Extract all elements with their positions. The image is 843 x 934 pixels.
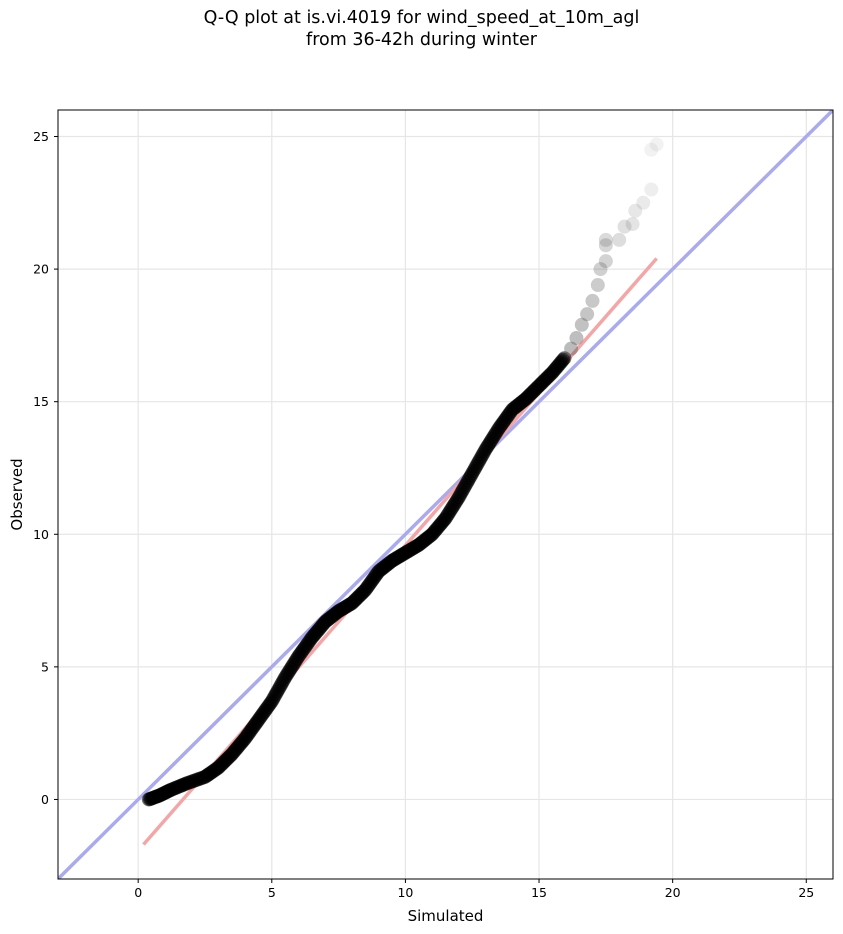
y-tick-label: 15 bbox=[33, 394, 49, 409]
y-tick-label: 0 bbox=[41, 792, 49, 807]
y-tick-label: 10 bbox=[33, 527, 49, 542]
chart-subtitle: from 36-42h during winter bbox=[306, 30, 537, 50]
qq-tail-point bbox=[628, 203, 643, 218]
grid-lines bbox=[58, 110, 833, 879]
qq-tail-point bbox=[598, 238, 613, 253]
chart-title: Q-Q plot at is.vi.4019 for wind_speed_at… bbox=[203, 8, 640, 28]
qq-tail-point bbox=[585, 293, 600, 308]
x-tick-label: 25 bbox=[798, 885, 814, 900]
qq-tail-point bbox=[569, 331, 584, 346]
x-axis-label: Simulated bbox=[408, 907, 484, 925]
qq-tail-point bbox=[644, 182, 659, 197]
identity-line bbox=[58, 110, 833, 879]
qq-tail-point bbox=[644, 142, 659, 157]
y-tick-label: 25 bbox=[33, 129, 49, 144]
qq-tail-point bbox=[625, 217, 640, 232]
x-tick-label: 5 bbox=[268, 885, 276, 900]
qq-tail-point bbox=[590, 278, 605, 293]
qq-tail-point bbox=[636, 195, 651, 210]
qq-tail-point bbox=[580, 307, 595, 322]
axis-ticks: 0 5 10 15 20 25 0 5 10 15 20 25 bbox=[33, 129, 814, 900]
plot-frame bbox=[57, 109, 834, 880]
qq-tail-point bbox=[649, 137, 664, 152]
y-tick-label: 20 bbox=[33, 262, 49, 277]
qq-tail-point bbox=[612, 232, 627, 247]
x-tick-label: 0 bbox=[134, 885, 142, 900]
qq-tail-point bbox=[564, 341, 579, 356]
qq-tail-point bbox=[574, 317, 589, 332]
qq-tail-point bbox=[598, 254, 613, 269]
qq-tail-point bbox=[617, 219, 632, 234]
qq-tail-point bbox=[593, 262, 608, 277]
y-tick-label: 5 bbox=[41, 659, 49, 674]
qq-point bbox=[557, 351, 572, 366]
x-tick-label: 20 bbox=[665, 885, 681, 900]
quantile-points bbox=[141, 137, 664, 807]
y-axis-label: Observed bbox=[8, 458, 26, 530]
x-tick-label: 15 bbox=[531, 885, 547, 900]
qq-tail-point bbox=[598, 232, 613, 247]
x-tick-label: 10 bbox=[397, 885, 413, 900]
reference-lines bbox=[58, 110, 833, 879]
